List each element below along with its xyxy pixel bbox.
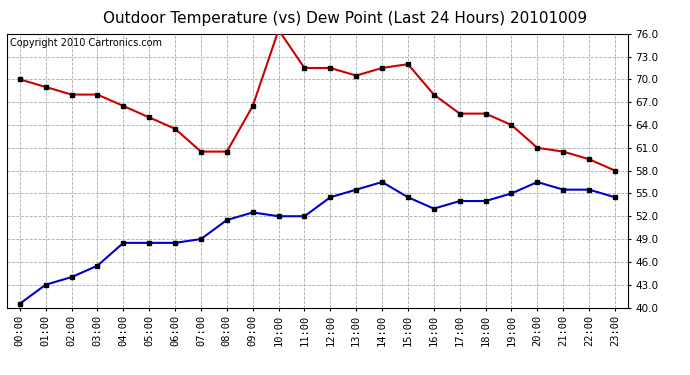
Text: Copyright 2010 Cartronics.com: Copyright 2010 Cartronics.com bbox=[10, 38, 162, 48]
Text: Outdoor Temperature (vs) Dew Point (Last 24 Hours) 20101009: Outdoor Temperature (vs) Dew Point (Last… bbox=[103, 11, 587, 26]
